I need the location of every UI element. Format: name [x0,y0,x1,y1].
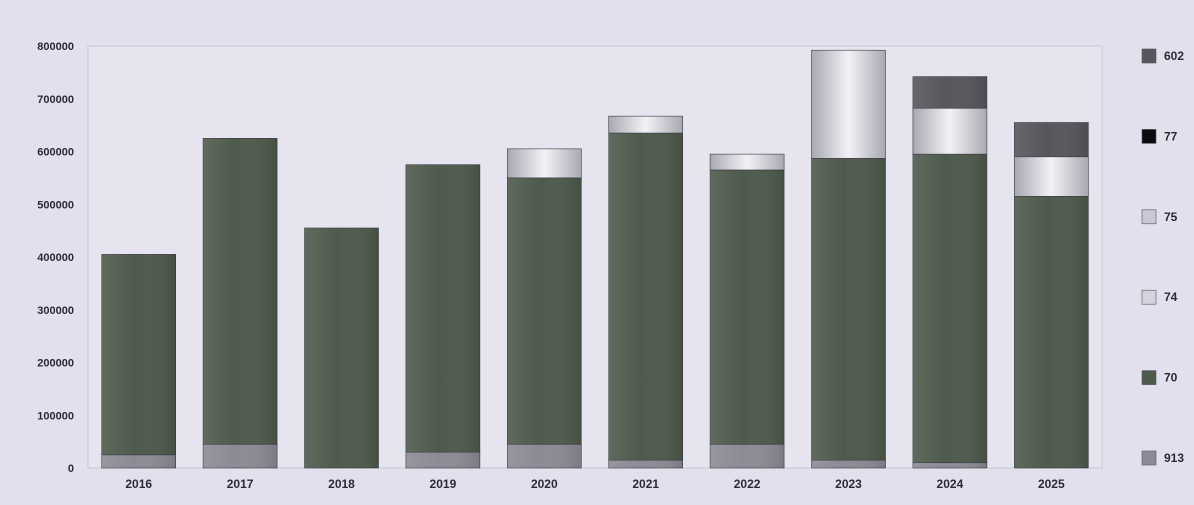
bar-segment-sheen [507,444,582,468]
bar-segment-sheen [101,254,176,455]
y-tick-label: 600000 [37,147,74,159]
bar-segment-sheen [912,462,987,468]
bar-segment-sheen [912,154,987,463]
bar-segment-sheen [101,454,176,468]
bar-segment-sheen [710,169,785,445]
bar-segment-sheen [203,138,278,445]
legend-label: 602 [1164,49,1184,63]
bar-segment-75 [506,148,582,179]
bar-segment-sheen [507,177,582,445]
x-tick-label: 2019 [430,477,457,491]
y-tick-label: 800000 [37,41,74,53]
legend-swatch [1141,370,1157,385]
legend-label: 70 [1164,371,1178,385]
x-tick-label: 2018 [328,477,355,491]
legend-label: 913 [1164,451,1184,465]
bar-segment-75 [608,115,684,134]
legend-swatch [1141,450,1157,466]
bar-segment-sheen [608,460,683,468]
bar-segment-75 [1013,156,1089,197]
bar-segment-sheen [1014,196,1089,468]
bar-segment-75 [912,107,988,155]
y-tick-label: 200000 [37,358,74,370]
y-tick-label: 100000 [37,410,74,422]
bar-segment-sheen [1014,122,1089,157]
bar-segment-sheen [203,444,278,468]
y-tick-label: 400000 [37,252,74,264]
bar-segment-sheen [912,76,987,109]
bar-segment-sheen [811,158,886,461]
legend-swatch [1141,129,1157,144]
x-tick-label: 2022 [734,477,761,491]
x-tick-label: 2023 [835,477,862,491]
y-tick-label: 700000 [37,94,74,106]
legend-label: 77 [1164,129,1178,143]
y-tick-label: 500000 [37,199,74,211]
x-tick-label: 2016 [125,477,152,491]
x-tick-label: 2025 [1038,477,1065,491]
bar-segment-sheen [710,444,785,468]
y-tick-label: 0 [68,463,74,475]
legend-label: 75 [1164,210,1178,224]
y-tick-label: 300000 [37,305,74,317]
bar-segment-75 [811,49,886,159]
bar-segment-sheen [304,227,379,468]
x-tick-label: 2024 [937,477,964,491]
legend-label: 74 [1164,290,1178,304]
x-tick-label: 2017 [227,477,254,491]
legend-swatch [1141,209,1157,225]
legend-swatch [1141,48,1157,64]
x-tick-label: 2020 [531,477,558,491]
bar-segment-75 [709,153,785,171]
legend-swatch [1141,289,1157,305]
bar-segment-sheen [405,452,480,468]
x-tick-label: 2021 [632,477,659,491]
bar-segment-sheen [811,460,886,468]
bar-segment-sheen [608,133,683,461]
bar-segment-sheen [405,164,480,453]
